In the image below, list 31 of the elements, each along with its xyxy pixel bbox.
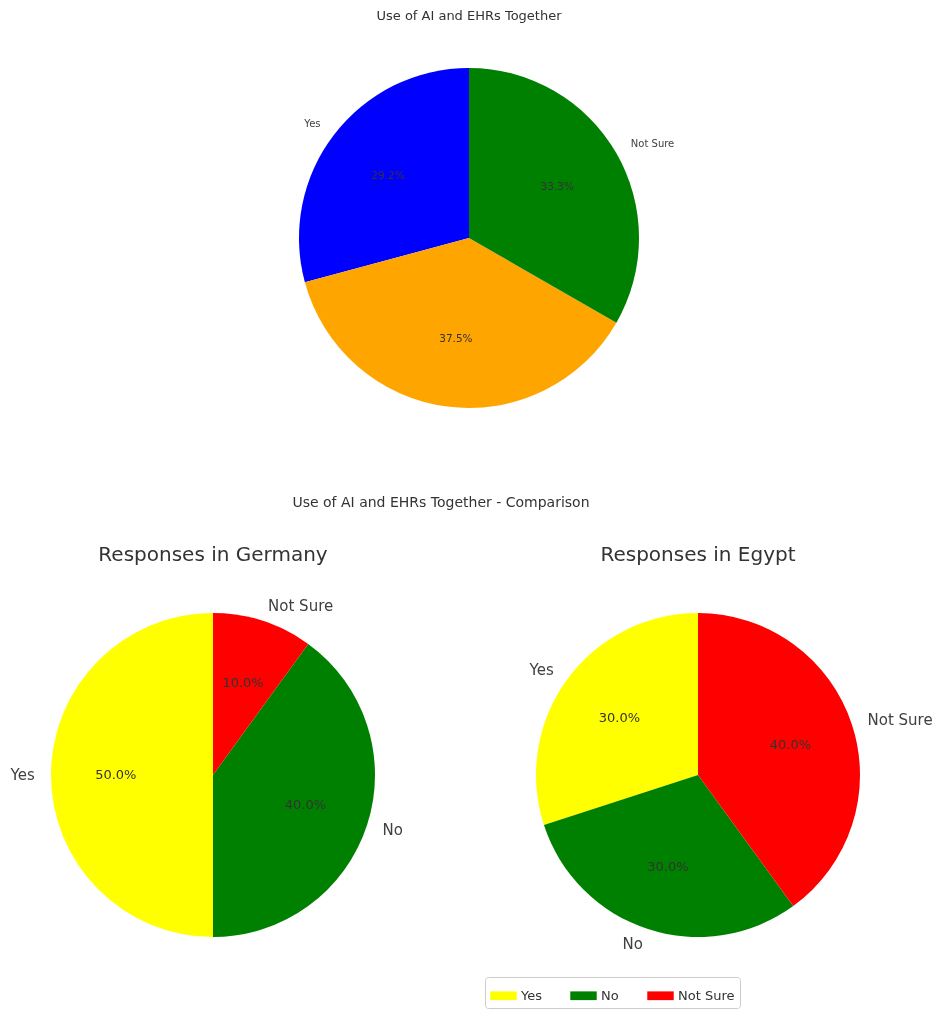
- data-label: 10.0%: [222, 674, 264, 690]
- legend-label: Not Sure: [678, 987, 735, 1003]
- legend-label: Yes: [520, 987, 543, 1003]
- pie-slice: [543, 775, 794, 937]
- pie-slice: [213, 643, 375, 937]
- data-label: 50.0%: [95, 767, 137, 782]
- data-label: 40.0%: [284, 797, 327, 813]
- chart-title: Use of AI and EHRs Together: [376, 8, 563, 23]
- pie-slice: [299, 68, 469, 283]
- pie-slice: [213, 613, 309, 775]
- chart-title: Responses in Germany: [98, 542, 328, 566]
- pie-slice: [698, 613, 860, 907]
- data-label: 33.3%: [540, 179, 574, 192]
- slice-label: Yes: [528, 661, 555, 680]
- text: Use of AI and EHRs Together - Comparison: [291, 494, 591, 510]
- slice-label: Yes: [303, 118, 321, 130]
- data-label: 30.0%: [647, 859, 689, 875]
- slice-label: No: [382, 821, 403, 840]
- slice-label: Not Sure: [630, 138, 675, 150]
- legend-label: No: [601, 987, 619, 1003]
- data-label: 40.0%: [769, 736, 812, 752]
- slice-label: Not Sure: [867, 710, 933, 729]
- slice-label: No: [622, 935, 643, 954]
- pie-slice: [51, 613, 213, 937]
- data-label: 29.2%: [371, 168, 405, 181]
- pie-slice: [304, 238, 617, 408]
- chart-title: Responses in Egypt: [600, 542, 796, 566]
- data-label: 37.5%: [439, 332, 473, 345]
- data-label: 30.0%: [598, 709, 641, 725]
- slice-label: Not Sure: [268, 596, 334, 615]
- slice-label: Yes: [9, 766, 35, 784]
